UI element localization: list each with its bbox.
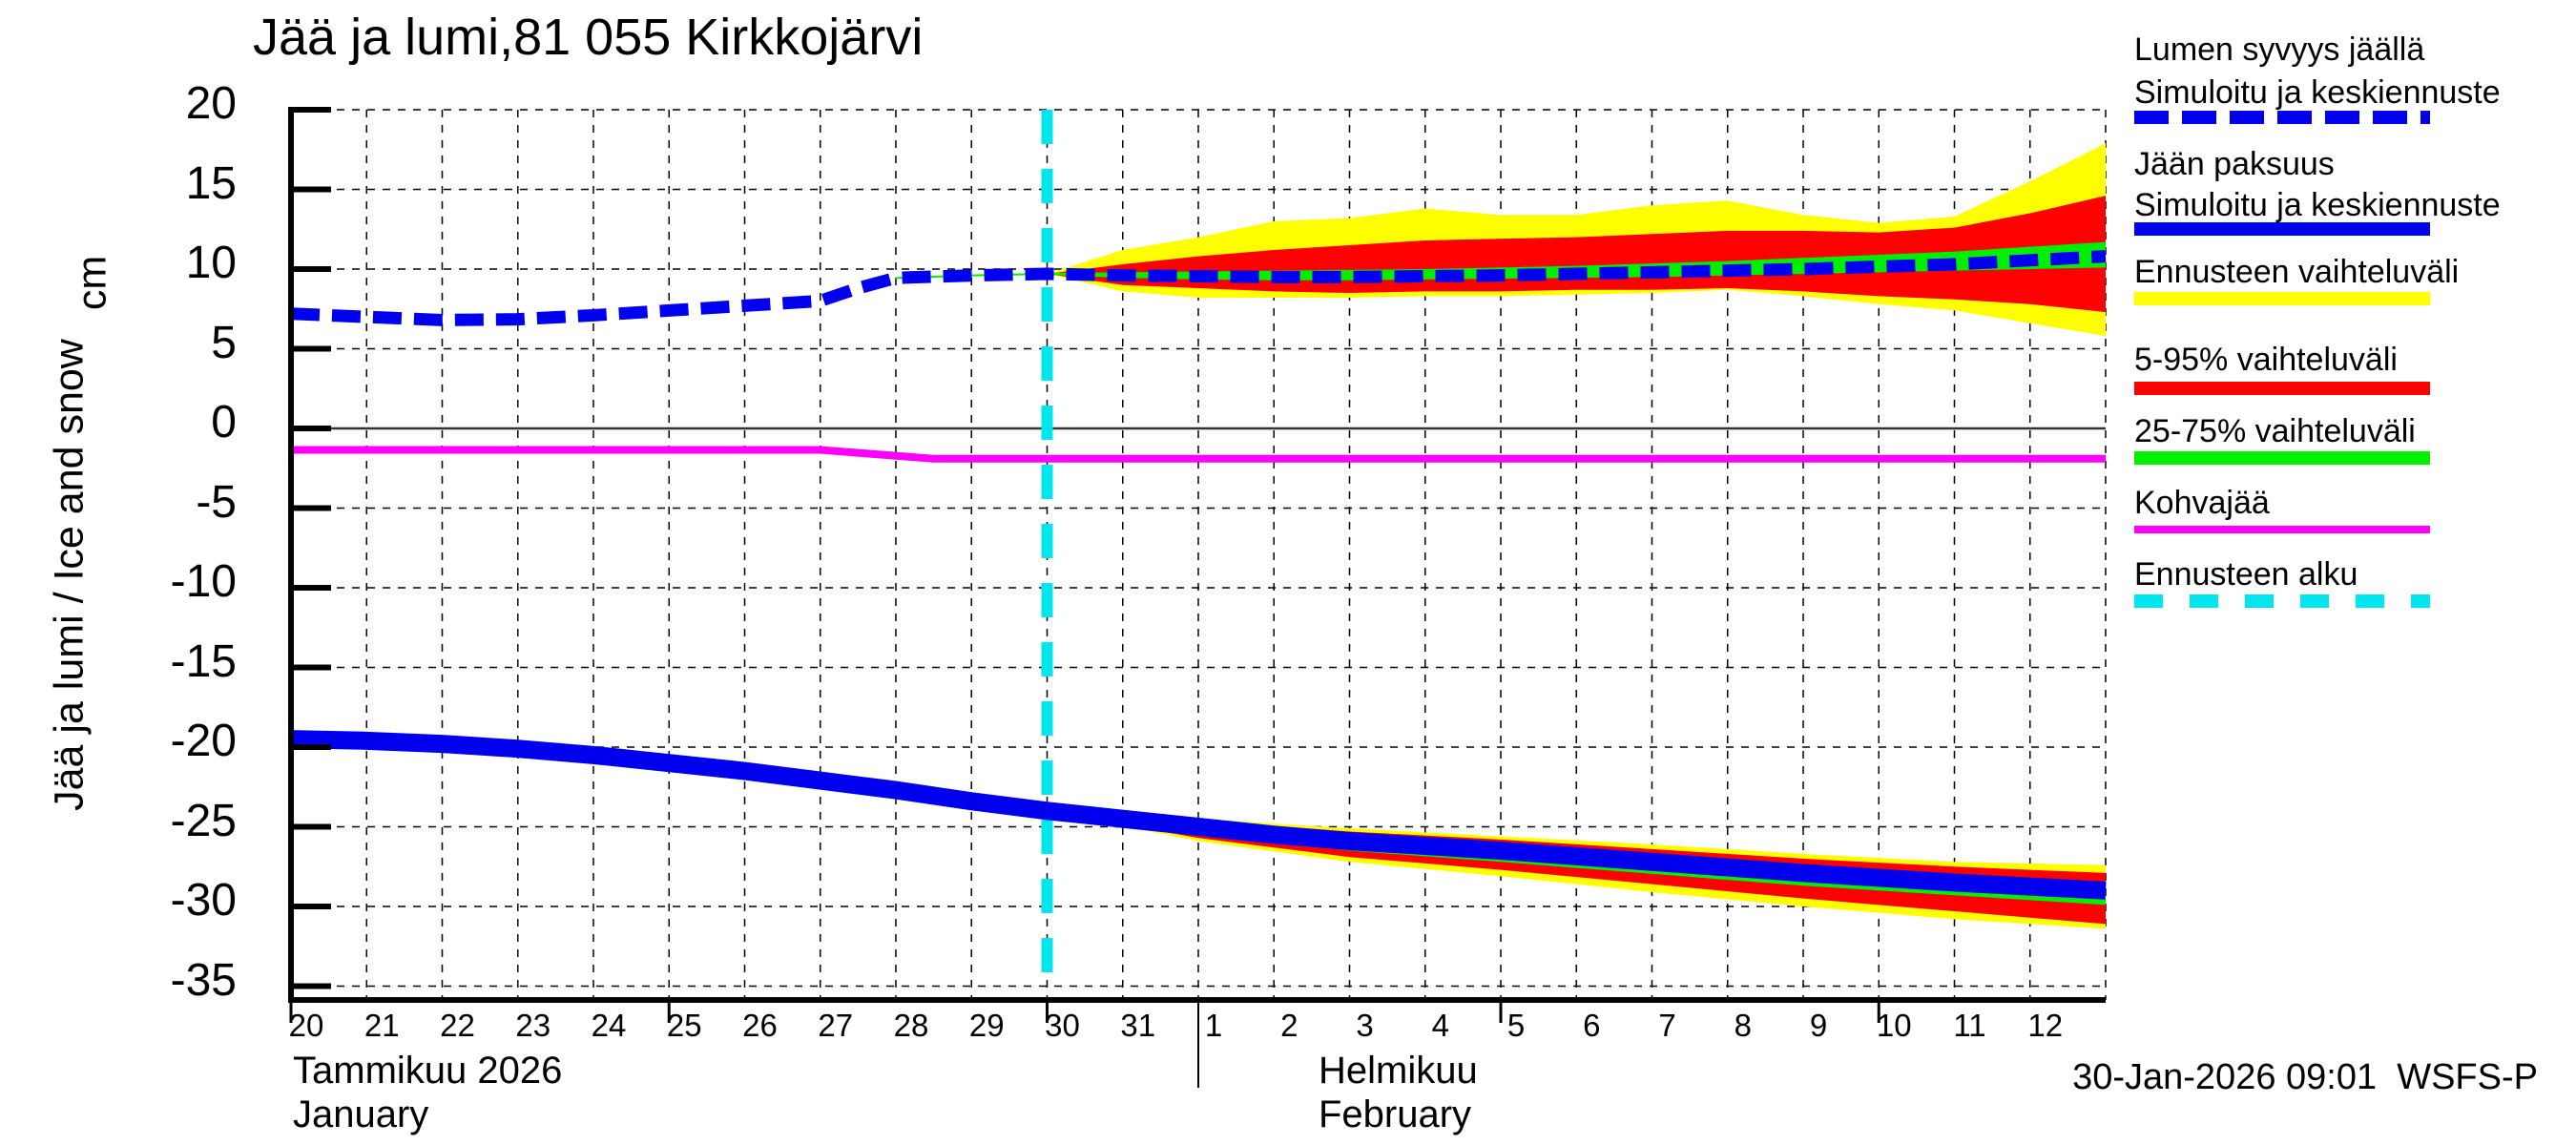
month-label-february-fi: Helmikuu — [1319, 1050, 1478, 1092]
chart-title: Jää ja lumi,81 055 Kirkkojärvi — [253, 9, 924, 66]
snow-depth-line — [290, 250, 2107, 326]
legend-label: 25-75% vaihteluväli — [2134, 413, 2416, 449]
legend-swatch-blue-dashed — [2134, 111, 2430, 124]
legend-label: 5-95% vaihteluväli — [2134, 342, 2398, 378]
x-day-label: 29 — [968, 1008, 1005, 1043]
timestamp-label: 30-Jan-2026 09:01 WSFS-P — [2072, 1057, 2538, 1097]
y-tick-label: -10 — [170, 556, 237, 607]
x-day-label: 6 — [1583, 1008, 1601, 1043]
y-tick-label: -20 — [170, 716, 237, 766]
x-day-label: 8 — [1734, 1008, 1752, 1043]
x-day-label: 5 — [1506, 1008, 1526, 1043]
legend-swatch-cyan-dashed — [2134, 594, 2430, 608]
x-day-label: 4 — [1431, 1008, 1449, 1043]
x-day-label: 11 — [1953, 1008, 1986, 1043]
y-tick-label: -15 — [170, 635, 237, 687]
x-day-label: 22 — [440, 1008, 475, 1043]
legend-swatch-red — [2134, 382, 2430, 395]
x-day-label: 12 — [2027, 1008, 2064, 1043]
y-tick-label: 10 — [185, 238, 237, 288]
y-tick-label: -30 — [170, 875, 237, 926]
x-day-label: 31 — [1120, 1008, 1156, 1043]
x-day-label: 27 — [818, 1008, 854, 1043]
x-day-label: 7 — [1658, 1008, 1676, 1043]
y-tick-label: -25 — [170, 795, 237, 846]
month-label-january-fi: Tammikuu 2026 — [293, 1050, 563, 1092]
x-day-label: 3 — [1356, 1008, 1374, 1043]
x-day-label: 23 — [515, 1008, 551, 1043]
legend-swatch-magenta — [2134, 526, 2430, 533]
month-label-february-en: February — [1319, 1093, 1472, 1135]
kohvajaa-line — [291, 446, 2106, 463]
x-day-label: 10 — [1876, 1008, 1912, 1043]
x-day-label: 2 — [1280, 1008, 1298, 1043]
legend-label: Kohvajää — [2134, 485, 2270, 521]
y-tick-label: 0 — [211, 397, 237, 448]
month-label-january-en: January — [293, 1093, 429, 1135]
x-day-label: 21 — [364, 1008, 400, 1043]
x-day-label: 9 — [1809, 1008, 1828, 1043]
legend-label: Simuloitu ja keskiennuste — [2134, 187, 2501, 223]
legend-swatch-blue-solid — [2134, 222, 2430, 236]
legend-label: Jään paksuus — [2134, 146, 2335, 182]
y-tick-label: 15 — [185, 157, 237, 209]
legend-label: Lumen syvyys jäällä — [2134, 31, 2425, 68]
y-tick-label: -35 — [170, 954, 237, 1006]
snow-band-red — [1047, 196, 2106, 313]
x-day-label: 1 — [1204, 1008, 1223, 1043]
x-day-label: 26 — [742, 1008, 778, 1043]
legend-swatch-green — [2134, 451, 2430, 465]
x-day-label: 25 — [666, 1008, 702, 1043]
x-day-label: 20 — [288, 1008, 324, 1043]
legend-swatch-yellow — [2134, 292, 2430, 305]
x-day-label: 24 — [591, 1008, 627, 1043]
snow-band-green — [896, 241, 2106, 281]
x-day-label: 30 — [1045, 1008, 1080, 1043]
y-tick-label: 20 — [185, 78, 237, 129]
y-tick-label: 5 — [211, 317, 237, 368]
legend-label: Ennusteen vaihteluväli — [2134, 254, 2460, 290]
y-axis-label: Jää ja lumi / Ice and snow — [46, 339, 93, 811]
legend-label: Ennusteen alku — [2134, 556, 2358, 593]
legend-label: Simuloitu ja keskiennuste — [2134, 74, 2501, 111]
y-tick-label: -5 — [196, 476, 237, 528]
ice-thickness-line — [290, 730, 2107, 900]
legend: Lumen syvyys jäällä Simuloitu ja keskien… — [2134, 0, 2554, 668]
x-day-label: 28 — [893, 1008, 929, 1043]
